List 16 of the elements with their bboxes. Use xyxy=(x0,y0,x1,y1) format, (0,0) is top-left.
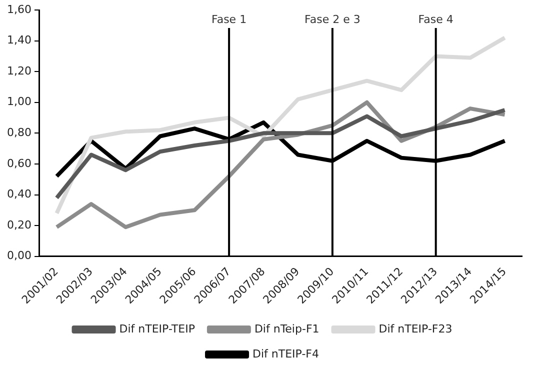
legend-label: Dif nTEIP-F4 xyxy=(252,347,319,360)
legend-label: Dif nTEIP-TEIP xyxy=(119,322,196,336)
legend-label: Dif nTeip-F1 xyxy=(254,322,320,336)
ref-line-label: Fase 2 e 3 xyxy=(304,12,360,26)
y-tick-label: 0,80 xyxy=(6,126,32,140)
y-tick-label: 1,60 xyxy=(6,2,32,16)
y-tick-label: 0,40 xyxy=(6,188,32,201)
y-tick-label: 0,00 xyxy=(6,249,32,262)
y-tick-label: 1,40 xyxy=(6,34,32,47)
y-tick-label: 0,20 xyxy=(6,218,32,232)
y-tick-label: 1,20 xyxy=(6,64,32,78)
legend-label: Dif nTEIP-F23 xyxy=(378,322,452,336)
ref-line-label: Fase 4 xyxy=(418,12,454,26)
y-tick-label: 0,60 xyxy=(6,156,32,170)
y-tick-label: 1,00 xyxy=(6,95,32,108)
ref-line-label: Fase 1 xyxy=(212,12,247,26)
